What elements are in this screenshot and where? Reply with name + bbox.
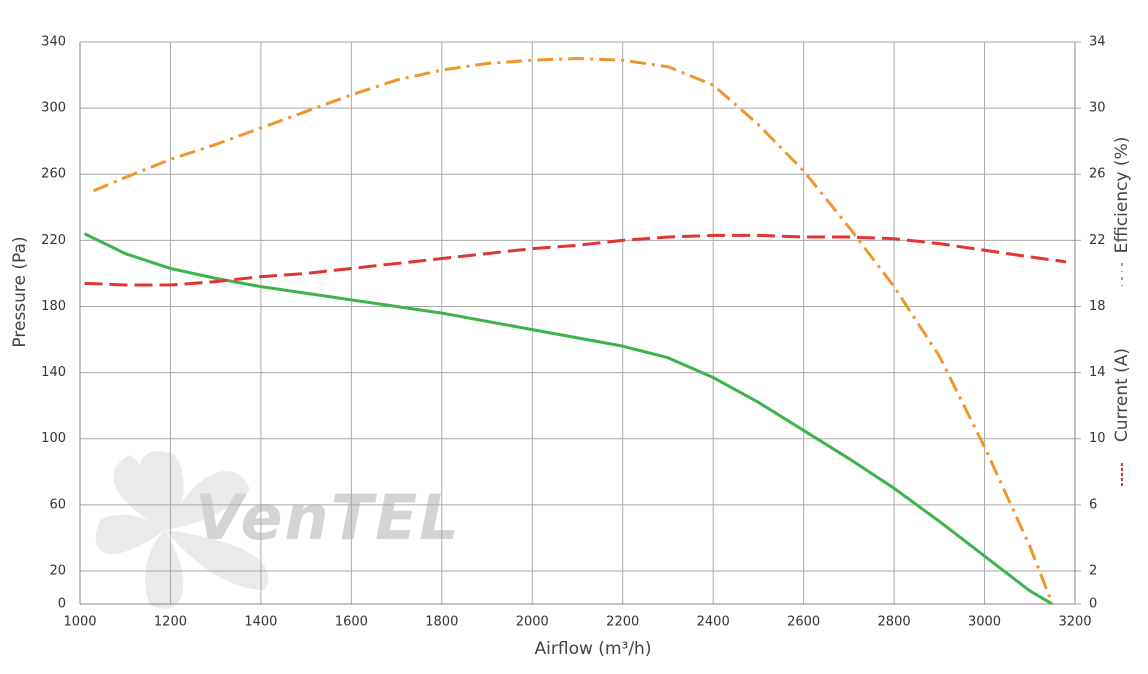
y2-tick-label: 34 [1089, 35, 1106, 50]
y-tick-label: 260 [41, 167, 66, 182]
legend-label: Efficiency (%) [1112, 137, 1132, 254]
x-tick-label: 1400 [244, 615, 277, 630]
watermark-fan [95, 451, 269, 609]
x-tick-label: 2400 [697, 615, 730, 630]
x-tick-label: 3000 [968, 615, 1001, 630]
series-line [84, 233, 1067, 287]
y-tick-label: 0 [58, 597, 66, 612]
y-tick-label: 60 [49, 497, 66, 512]
x-tick-label: 3200 [1058, 615, 1091, 630]
x-tick-label: 2600 [787, 615, 820, 630]
y-axis-title: Pressure (Pa) [10, 236, 30, 347]
x-tick-label: 2200 [606, 615, 639, 630]
y2-tick-label: 6 [1089, 497, 1097, 512]
y-tick-label: 220 [41, 233, 66, 248]
series-line [83, 232, 1054, 606]
y-tick-label: 300 [41, 101, 66, 116]
y-tick-label: 340 [41, 35, 66, 50]
y2-tick-label: 18 [1089, 299, 1106, 314]
x-tick-label: 1600 [335, 615, 368, 630]
legend-label: Current (A) [1112, 348, 1132, 442]
x-tick-label: 1800 [425, 615, 458, 630]
y2-tick-label: 30 [1089, 101, 1106, 116]
y2-tick-label: 2 [1089, 563, 1097, 578]
series-line [92, 57, 1054, 605]
y2-tick-label: 22 [1089, 233, 1106, 248]
watermark-text: VenTEL [195, 481, 461, 554]
x-tick-label: 2800 [878, 615, 911, 630]
x-tick-label: 1200 [154, 615, 187, 630]
y-tick-label: 140 [41, 365, 66, 380]
y-tick-label: 20 [49, 563, 66, 578]
x-axis-title: Airflow (m³/h) [535, 639, 652, 659]
y2-tick-label: 0 [1089, 597, 1097, 612]
y-tick-label: 180 [41, 299, 66, 314]
x-tick-label: 2000 [516, 615, 549, 630]
y2-tick-label: 14 [1089, 365, 1106, 380]
y-tick-label: 100 [41, 431, 66, 446]
y2-tick-label: 10 [1089, 431, 1106, 446]
y2-tick-label: 26 [1089, 167, 1106, 182]
x-tick-label: 1000 [63, 615, 96, 630]
